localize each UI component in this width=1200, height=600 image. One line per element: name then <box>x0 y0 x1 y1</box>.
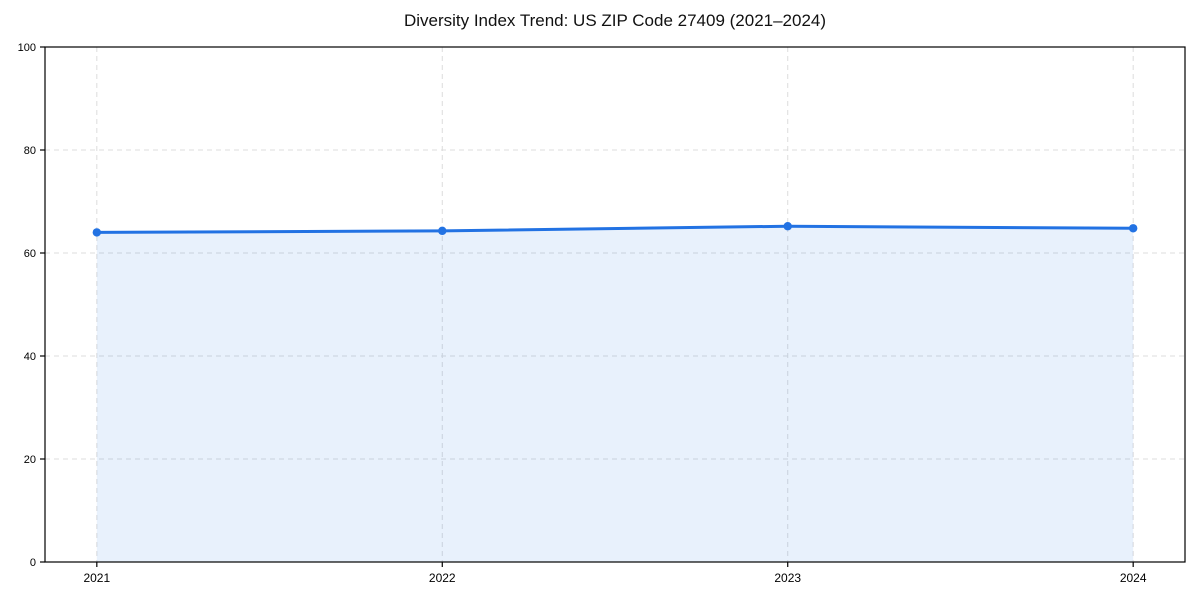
y-axis-tick-label: 40 <box>24 351 36 363</box>
x-axis-tick-label: 2022 <box>429 571 456 585</box>
data-point-marker <box>783 222 792 231</box>
series-layer <box>92 222 1138 562</box>
x-axis-tick-label: 2024 <box>1120 571 1147 585</box>
axes-layer: 0 20 40 60 80 100 2021 2022 2023 2024 <box>18 42 1186 585</box>
plot-border <box>44 46 1186 563</box>
data-point-marker <box>1128 224 1138 233</box>
y-axis-tick-label: 60 <box>24 248 36 260</box>
data-point-marker <box>438 226 447 236</box>
data-point-marker <box>92 228 102 237</box>
y-axis-tick-label: 0 <box>30 557 36 569</box>
y-axis-tick-label: 100 <box>18 42 36 54</box>
y-axis-tick-label: 20 <box>24 454 36 466</box>
gridlines <box>45 47 1185 562</box>
chart-title: Diversity Index Trend: US ZIP Code 27409… <box>404 11 826 30</box>
y-axis-tick-label: 80 <box>24 145 36 157</box>
x-axis-tick-label: 2023 <box>774 571 801 585</box>
x-axis-tick-label: 2021 <box>83 571 110 585</box>
trend-line <box>95 224 1135 234</box>
area-fill <box>96 226 1134 562</box>
